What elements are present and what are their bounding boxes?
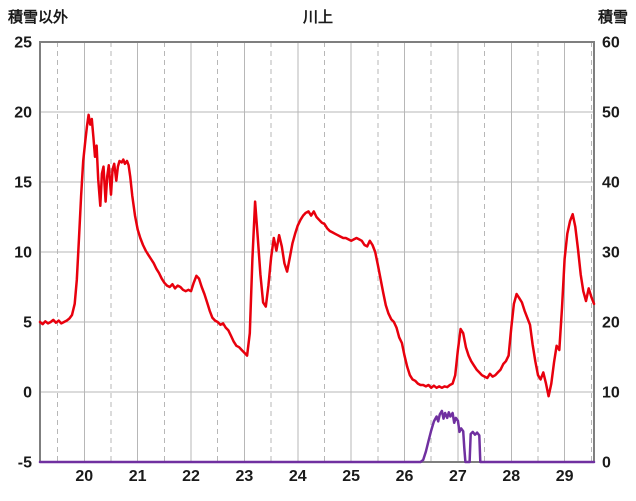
left-axis-tick-label: 20 (14, 105, 32, 122)
right-axis-tick-label: 60 (602, 35, 620, 52)
x-axis-tick-label: 22 (182, 468, 200, 485)
x-axis-tick-label: 24 (289, 468, 307, 485)
chart-title: 川上 (302, 9, 333, 26)
x-axis-tick-label: 20 (75, 468, 93, 485)
left-axis-tick-label: 5 (23, 315, 32, 332)
non-snow-series-line (38, 113, 596, 398)
right-axis-tick-label: 0 (602, 455, 611, 472)
left-axis-title: 積雪以外 (8, 9, 69, 26)
x-axis-tick-label: 28 (502, 468, 520, 485)
right-axis-tick-label: 10 (602, 385, 620, 402)
x-axis-tick-label: 21 (129, 468, 147, 485)
right-axis-tick-label: 30 (602, 245, 620, 262)
x-axis-tick-label: 29 (556, 468, 574, 485)
right-axis-tick-label: 40 (602, 175, 620, 192)
snow-depth-series-line (38, 409, 596, 464)
x-axis-tick-label: 25 (342, 468, 360, 485)
left-axis-tick-label: 0 (23, 385, 32, 402)
left-axis-tick-label: -5 (18, 455, 32, 472)
left-axis-tick-label: 25 (14, 35, 32, 52)
left-axis-tick-label: 15 (14, 175, 32, 192)
left-axis-tick-label: 10 (14, 245, 32, 262)
right-axis-title: 積雪 (597, 9, 628, 26)
right-axis-tick-label: 50 (602, 105, 620, 122)
x-axis-tick-label: 26 (396, 468, 414, 485)
x-axis-tick-label: 23 (236, 468, 254, 485)
x-axis-tick-label: 27 (449, 468, 467, 485)
right-axis-tick-label: 20 (602, 315, 620, 332)
